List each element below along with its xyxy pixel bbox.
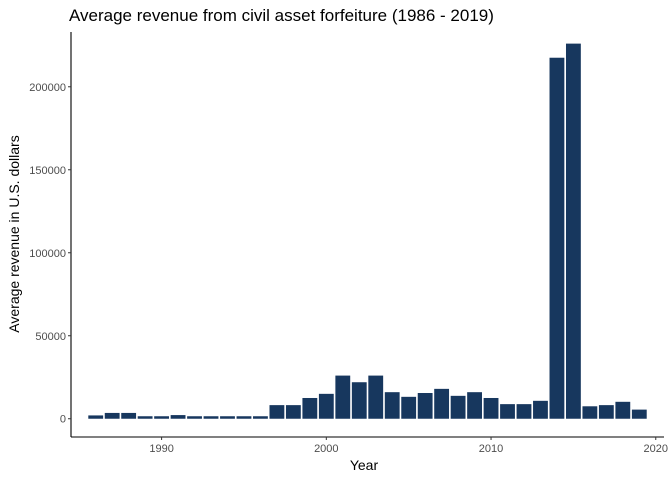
- bar-2001: [335, 375, 351, 419]
- bar-2003: [368, 375, 384, 419]
- bars-group: [88, 43, 647, 419]
- bar-2012: [516, 404, 532, 419]
- bar-1992: [187, 416, 202, 419]
- bar-2019: [631, 409, 647, 419]
- bar-1994: [220, 416, 235, 419]
- bar-1987: [104, 412, 120, 419]
- bar-1991: [170, 415, 186, 419]
- bar-2002: [351, 382, 367, 419]
- bar-2009: [467, 392, 482, 419]
- bar-2005: [401, 396, 417, 419]
- bar-2000: [318, 393, 334, 419]
- bar-1989: [137, 416, 153, 419]
- bar-2010: [483, 397, 499, 419]
- chart-title: Average revenue from civil asset forfeit…: [69, 6, 494, 25]
- y-tick-label: 100000: [29, 248, 66, 260]
- bar-1996: [253, 416, 268, 419]
- bar-2007: [434, 388, 450, 419]
- bar-2015: [565, 43, 581, 419]
- y-tick-label: 150000: [29, 165, 66, 177]
- x-axis-title: Year: [350, 457, 379, 473]
- y-tick-label: 0: [60, 414, 66, 426]
- x-tick-label: 2000: [314, 443, 338, 455]
- bar-2014: [549, 57, 565, 419]
- bar-2006: [417, 393, 433, 419]
- y-tick-label: 50000: [35, 331, 66, 343]
- x-tick-label: 1990: [149, 443, 173, 455]
- bar-2008: [450, 395, 466, 419]
- x-tick-label: 2010: [479, 443, 503, 455]
- bar-2016: [582, 406, 598, 419]
- bar-2013: [533, 400, 548, 419]
- x-tick-label: 2020: [644, 443, 668, 455]
- bar-2017: [598, 405, 614, 419]
- bar-1998: [285, 405, 301, 419]
- bar-1997: [269, 405, 285, 419]
- bar-1995: [236, 416, 252, 419]
- bar-1988: [121, 412, 137, 419]
- bar-2011: [500, 404, 515, 419]
- y-axis: 0 50000 100000 150000 200000: [29, 32, 72, 437]
- bar-1990: [154, 416, 170, 419]
- x-axis: 1990 2000 2010 2020: [71, 436, 668, 455]
- bar-2018: [615, 401, 631, 419]
- bar-1999: [302, 397, 318, 419]
- bar-1986: [88, 415, 104, 419]
- bar-1993: [203, 416, 219, 419]
- y-tick-label: 200000: [29, 82, 66, 94]
- bar-2004: [384, 392, 400, 419]
- y-axis-title: Average revenue in U.S. dollars: [6, 135, 22, 332]
